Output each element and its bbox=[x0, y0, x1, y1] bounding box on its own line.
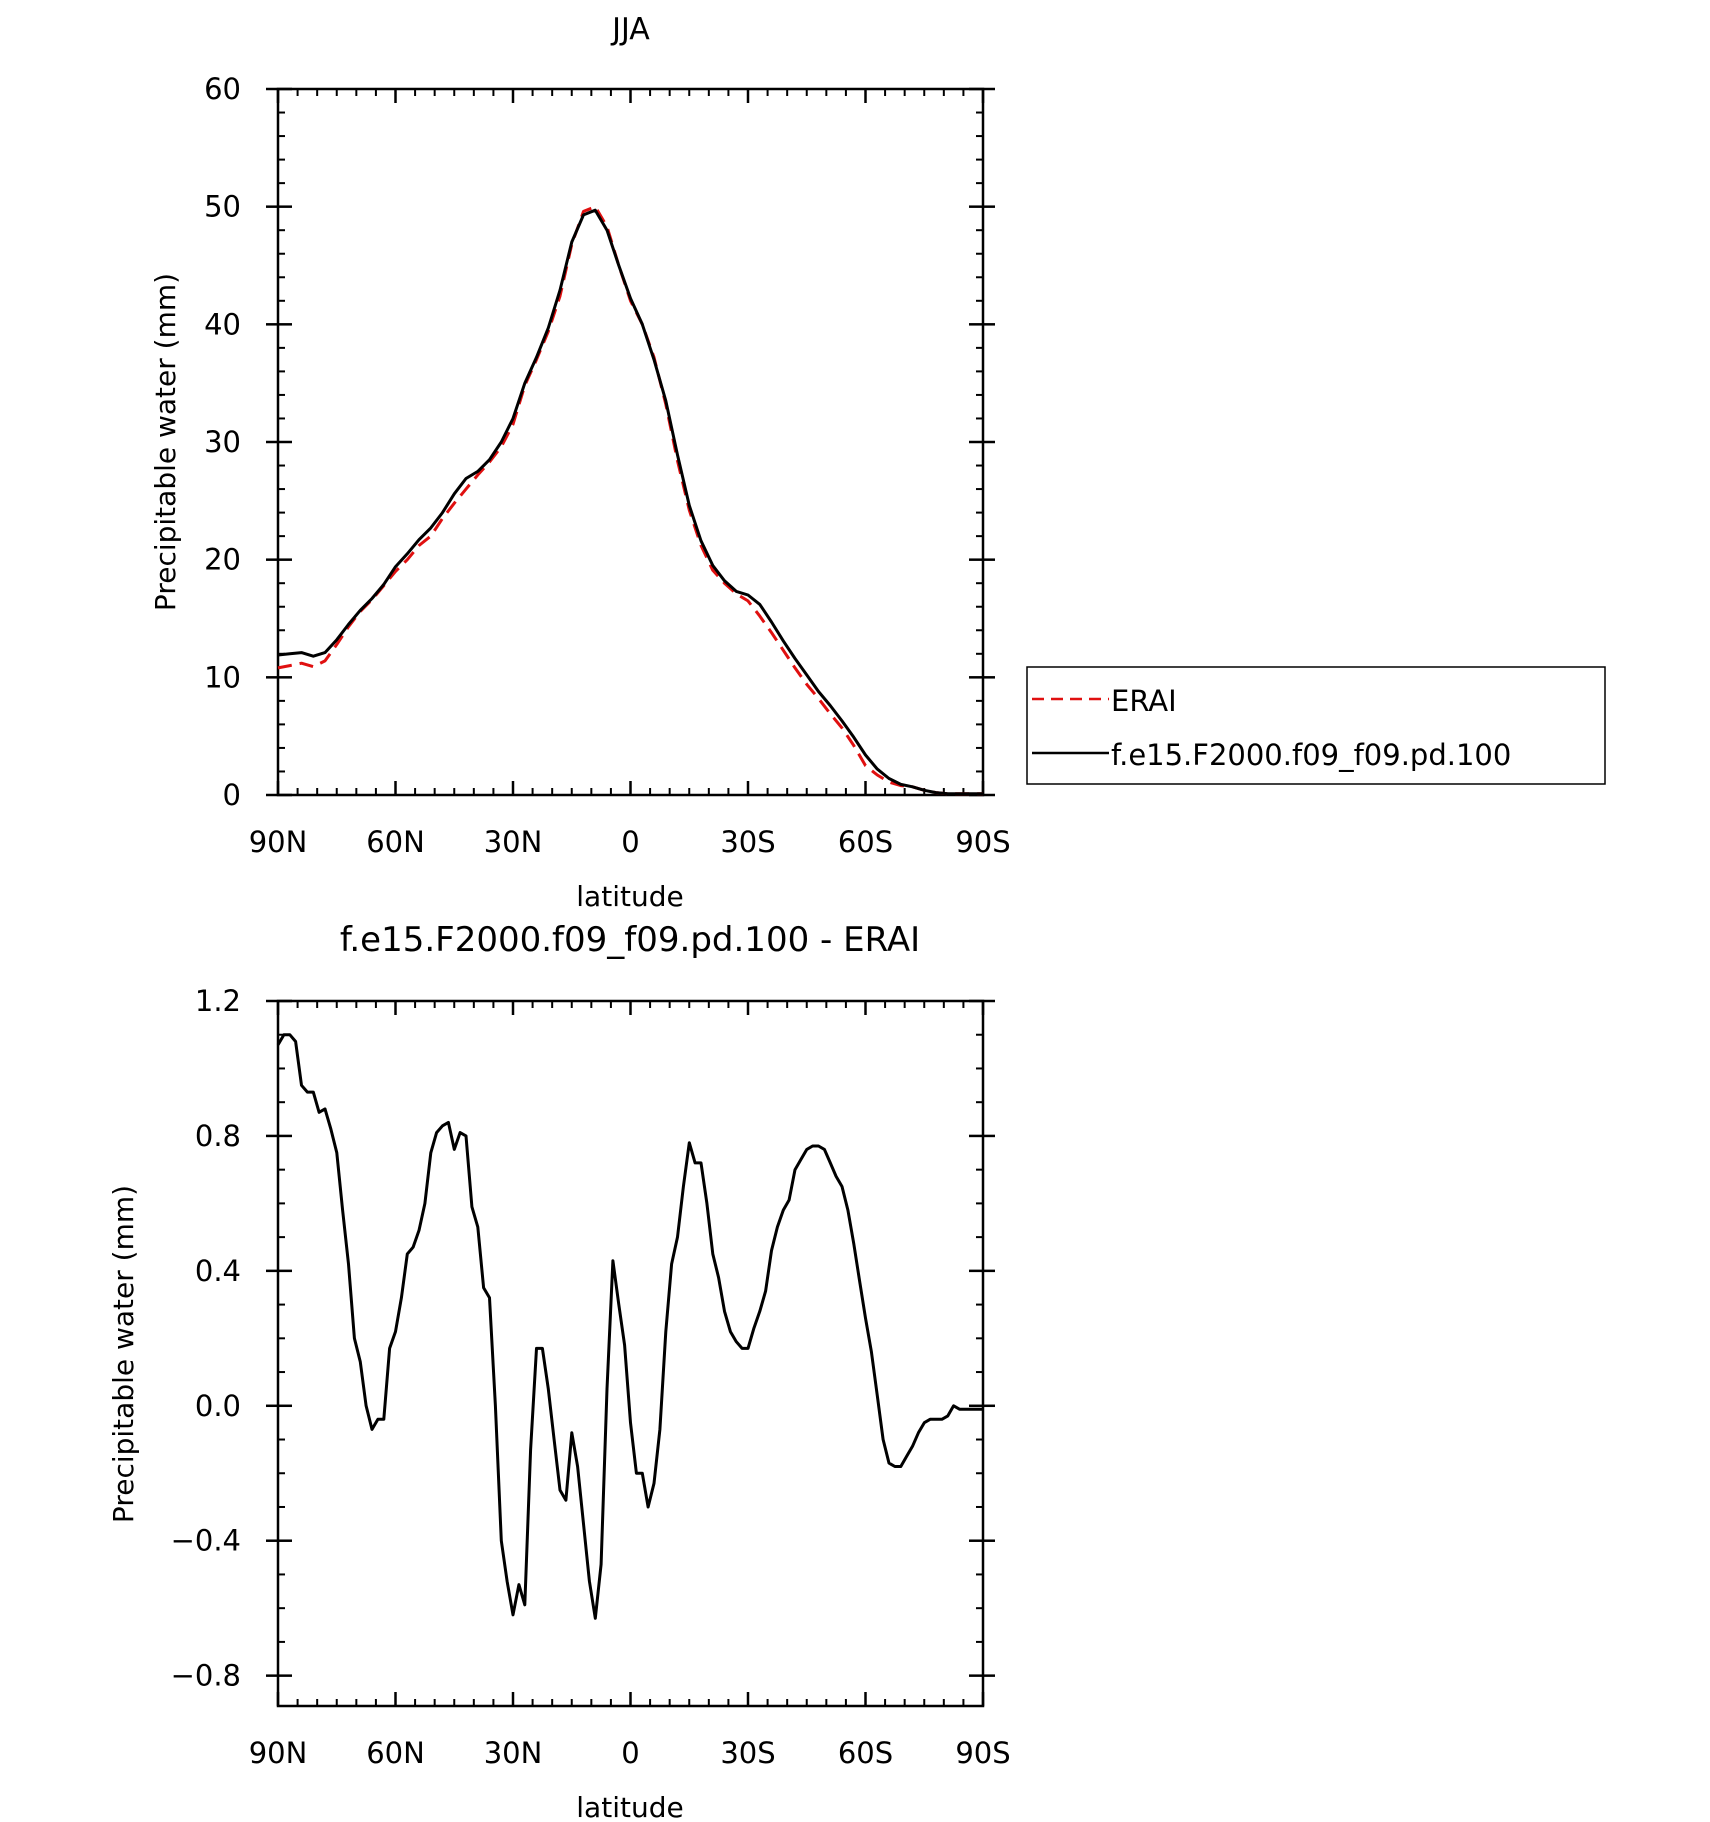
bottom-x-tick-label: 30S bbox=[720, 1736, 775, 1770]
bottom-chart-title: f.e15.F2000.f09_f09.pd.100 - ERAI bbox=[340, 920, 920, 960]
legend-label-model: f.e15.F2000.f09_f09.pd.100 bbox=[1111, 738, 1511, 772]
legend-label-erai: ERAI bbox=[1111, 684, 1177, 718]
top-series-line-f-e15-f2000-f09-f09-pd-100 bbox=[277, 208, 983, 796]
top-x-tick-label: 30N bbox=[484, 825, 543, 859]
top-series bbox=[277, 205, 983, 796]
top-y-tick-label: 30 bbox=[204, 425, 241, 459]
legend-box bbox=[1026, 666, 1606, 785]
bottom-x-tick-label: 0 bbox=[621, 1736, 639, 1770]
bottom-y-tick-label: 0.8 bbox=[195, 1119, 241, 1153]
top-y-tick-label: 0 bbox=[223, 778, 241, 812]
top-tick-labels: 90N 60N 30N 0 30S 60S 90S 0 10 20 30 40 50 60 bbox=[204, 72, 1011, 859]
bottom-xlabel: latitude bbox=[576, 1791, 683, 1822]
bottom-series bbox=[276, 1033, 983, 1620]
top-y-tick-label: 40 bbox=[204, 307, 241, 341]
bottom-x-tick-label: 60S bbox=[838, 1736, 893, 1770]
bottom-y-tick-label: 0.4 bbox=[195, 1254, 241, 1288]
top-x-tick-label: 0 bbox=[621, 825, 639, 859]
top-ticks bbox=[266, 87, 995, 797]
top-y-tick-label: 20 bbox=[204, 543, 241, 577]
top-x-tick-label: 60S bbox=[838, 825, 893, 859]
bottom-ylabel: Precipitable water (mm) bbox=[107, 1185, 140, 1523]
top-legend: ERAI f.e15.F2000.f09_f09.pd.100 bbox=[1026, 666, 1606, 785]
top-chart-title: JJA bbox=[610, 12, 650, 47]
bottom-x-tick-label: 30N bbox=[484, 1736, 543, 1770]
bottom-x-tick-label: 60N bbox=[366, 1736, 425, 1770]
bottom-x-tick-label: 90S bbox=[955, 1736, 1010, 1770]
top-ylabel: Precipitable water (mm) bbox=[149, 273, 182, 611]
top-x-tick-label: 60N bbox=[366, 825, 425, 859]
bottom-chart: f.e15.F2000.f09_f09.pd.100 - ERAI 90N 60N… bbox=[107, 920, 1011, 1822]
bottom-y-tick-label: 1.2 bbox=[195, 984, 241, 1018]
bottom-y-tick-label: 0.0 bbox=[195, 1389, 241, 1423]
top-x-tick-label: 90S bbox=[955, 825, 1010, 859]
top-x-tick-label: 90N bbox=[249, 825, 308, 859]
bottom-series-line-difference bbox=[276, 1033, 983, 1620]
top-y-tick-label: 50 bbox=[204, 190, 241, 224]
top-y-tick-label: 60 bbox=[204, 72, 241, 106]
bottom-ticks bbox=[266, 999, 995, 1706]
top-y-tick-label: 10 bbox=[204, 660, 241, 694]
bottom-y-tick-label: −0.8 bbox=[171, 1659, 241, 1693]
bottom-y-tick-label: −0.4 bbox=[171, 1524, 241, 1558]
top-chart: JJA 90N 60N 30N 0 30S 60S 90S 0 10 20 30 40 50 60 lat… bbox=[149, 12, 1606, 913]
bottom-x-tick-label: 90N bbox=[249, 1736, 308, 1770]
top-x-tick-label: 30S bbox=[720, 825, 775, 859]
bottom-tick-labels: 90N 60N 30N 0 30S 60S 90S 1.2 0.8 0.4 0.0 −0.4 −0.8 bbox=[171, 984, 1011, 1770]
top-xlabel: latitude bbox=[576, 880, 683, 913]
